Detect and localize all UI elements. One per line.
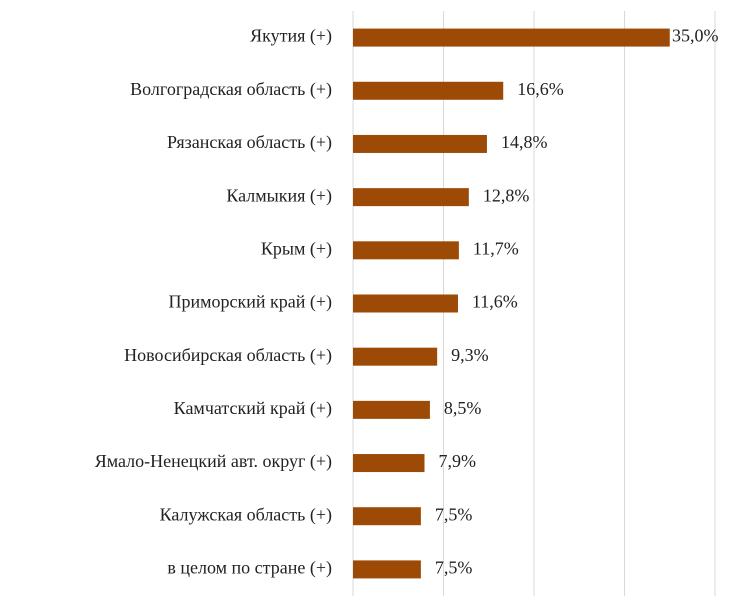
bar	[353, 347, 438, 366]
data-label: 8,5%	[444, 398, 482, 418]
bar	[353, 454, 425, 473]
bar	[353, 188, 469, 207]
data-label: 9,3%	[451, 345, 489, 365]
bar	[353, 241, 459, 260]
y-tick-label: в целом по стране (+)	[167, 558, 332, 579]
y-tick-label: Новосибирская область (+)	[124, 345, 332, 366]
bar	[353, 294, 458, 313]
data-label: 7,5%	[435, 504, 473, 524]
y-tick-label: Крым (+)	[261, 238, 332, 259]
y-tick-label: Калужская область (+)	[160, 504, 332, 525]
bar	[353, 28, 670, 47]
data-label: 35,0%	[672, 26, 719, 46]
bar	[353, 507, 421, 526]
bar	[353, 400, 430, 419]
data-label: 16,6%	[517, 79, 564, 99]
bar	[353, 81, 504, 100]
bar	[353, 134, 487, 153]
data-label: 11,6%	[472, 292, 518, 312]
y-tick-label: Рязанская область (+)	[167, 132, 332, 153]
y-tick-label: Якутия (+)	[250, 26, 332, 47]
bar	[353, 560, 421, 579]
y-tick-label: Калмыкия (+)	[226, 185, 332, 206]
data-label: 7,5%	[435, 558, 473, 578]
data-label: 12,8%	[483, 185, 529, 205]
data-label: 11,7%	[473, 238, 519, 258]
y-tick-label: Камчатский край (+)	[174, 398, 332, 419]
y-tick-label: Волгоградская область (+)	[130, 79, 332, 100]
y-tick-label: Ямало-Ненецкий авт. округ (+)	[95, 451, 332, 472]
data-label: 7,9%	[438, 451, 476, 471]
data-label: 14,8%	[501, 132, 548, 152]
y-tick-label: Приморский край (+)	[168, 292, 332, 313]
